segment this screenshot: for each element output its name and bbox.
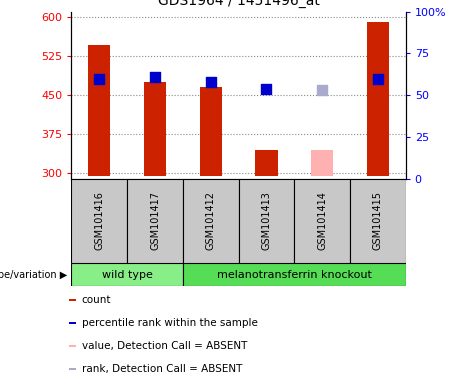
Text: count: count — [82, 295, 111, 305]
Bar — [88, 45, 111, 176]
Text: GSM101417: GSM101417 — [150, 191, 160, 250]
Bar — [69, 298, 76, 301]
Text: melanotransferrin knockout: melanotransferrin knockout — [217, 270, 372, 280]
Text: GSM101413: GSM101413 — [261, 191, 272, 250]
Point — [207, 79, 214, 85]
Text: wild type: wild type — [102, 270, 153, 280]
Title: GDS1964 / 1451496_at: GDS1964 / 1451496_at — [158, 0, 319, 8]
Bar — [71, 179, 127, 263]
Bar — [350, 179, 406, 263]
Point — [95, 76, 103, 83]
Bar — [69, 321, 76, 324]
Text: rank, Detection Call = ABSENT: rank, Detection Call = ABSENT — [82, 364, 242, 374]
Bar — [238, 179, 294, 263]
Text: GSM101416: GSM101416 — [95, 191, 104, 250]
Text: GSM101414: GSM101414 — [317, 191, 327, 250]
Point — [151, 74, 159, 80]
Point — [374, 76, 382, 83]
Bar — [183, 179, 238, 263]
Text: percentile rank within the sample: percentile rank within the sample — [82, 318, 258, 328]
Bar — [69, 367, 76, 370]
Text: GSM101412: GSM101412 — [206, 191, 216, 250]
Bar — [183, 263, 406, 286]
Point — [263, 86, 270, 92]
Bar — [311, 150, 333, 176]
Bar — [200, 87, 222, 176]
Bar — [71, 263, 183, 286]
Bar — [69, 344, 76, 347]
Point — [319, 87, 326, 93]
Bar — [366, 22, 389, 176]
Text: genotype/variation ▶: genotype/variation ▶ — [0, 270, 67, 280]
Text: GSM101415: GSM101415 — [373, 191, 383, 250]
Text: value, Detection Call = ABSENT: value, Detection Call = ABSENT — [82, 341, 247, 351]
Bar — [294, 179, 350, 263]
Bar — [127, 179, 183, 263]
Bar — [144, 82, 166, 176]
Bar — [255, 150, 278, 176]
